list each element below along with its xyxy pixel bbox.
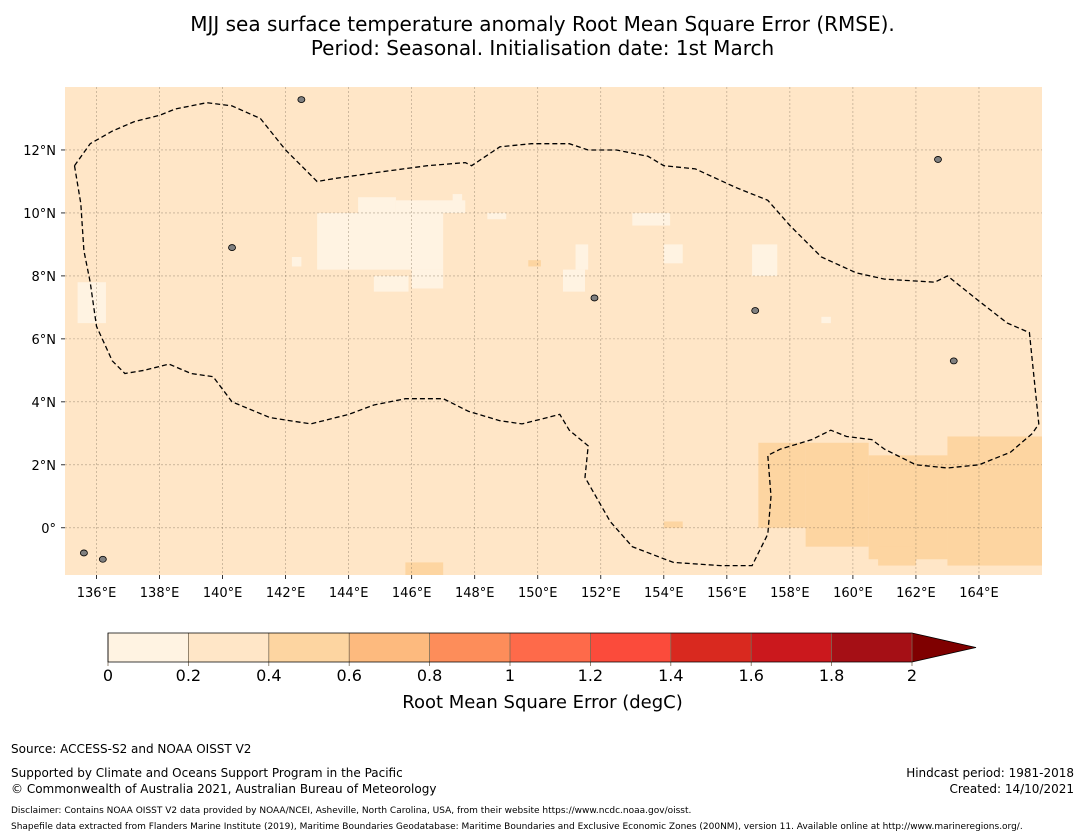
map-layer bbox=[65, 87, 1042, 575]
colorbar-extend-arrow bbox=[912, 633, 976, 662]
rmse-patch-0-0.2 bbox=[752, 244, 778, 276]
colorbar-tick-label: 0.4 bbox=[256, 666, 282, 685]
rmse-patch-0.4-0.6 bbox=[528, 260, 541, 267]
island bbox=[590, 294, 599, 302]
island bbox=[297, 96, 306, 103]
lon-tick-label: 162°E bbox=[896, 586, 936, 601]
colorbar-segment bbox=[188, 633, 269, 662]
rmse-patch-0-0.2 bbox=[411, 269, 444, 289]
copyright-text: © Commonwealth of Australia 2021, Austra… bbox=[11, 782, 437, 796]
colorbar-tick-label: 1 bbox=[504, 666, 516, 685]
rmse-patch-0-0.2 bbox=[317, 212, 444, 270]
rmse-patch-0-0.2 bbox=[395, 200, 466, 213]
rmse-patch-0-0.2 bbox=[821, 316, 831, 324]
rmse-patch-0-0.2 bbox=[373, 275, 409, 292]
colorbar-segment bbox=[670, 633, 752, 662]
colorbar-tick-label: 2 bbox=[906, 666, 918, 685]
lon-tick-label: 158°E bbox=[770, 586, 810, 601]
lat-tick-label: 0° bbox=[41, 522, 56, 537]
support-text: Supported by Climate and Oceans Support … bbox=[11, 766, 403, 780]
lat-tick-label: 4°N bbox=[32, 396, 57, 411]
source-text: Source: ACCESS-S2 and NOAA OISST V2 bbox=[11, 742, 252, 756]
lon-tick-label: 164°E bbox=[959, 586, 999, 601]
colorbar-tick-label: 0.6 bbox=[336, 666, 362, 685]
axis-ticks: 136°E 138°E 140°E 142°E 144°E 146°E 148°E 150°E… bbox=[23, 144, 999, 601]
rmse-patch-0-0.2 bbox=[487, 212, 507, 220]
lat-tick-label: 2°N bbox=[32, 459, 57, 474]
rmse-patch-0.4-0.6 bbox=[663, 521, 683, 528]
rmse-patch-0-0.2 bbox=[632, 212, 671, 226]
lon-tick-label: 144°E bbox=[329, 586, 369, 601]
colorbar-segment bbox=[108, 633, 189, 662]
shapefile-credit: Shapefile data extracted from Flanders M… bbox=[11, 822, 1023, 832]
island bbox=[751, 307, 760, 314]
chart-title-line1: MJJ sea surface temperature anomaly Root… bbox=[190, 12, 895, 36]
rmse-patch-0-0.2 bbox=[452, 194, 463, 207]
graticule bbox=[65, 87, 1042, 575]
hindcast-period: Hindcast period: 1981-2018 bbox=[906, 766, 1074, 780]
chart-title-line2: Period: Seasonal. Initialisation date: 1… bbox=[310, 36, 775, 60]
lat-tick-label: 10°N bbox=[23, 207, 56, 222]
colorbar-outline bbox=[107, 632, 977, 663]
rmse-patch-0-0.2 bbox=[77, 282, 106, 324]
colorbar-segment bbox=[751, 633, 832, 662]
lon-tick-label: 154°E bbox=[644, 586, 684, 601]
rmse-patch-0-0.2 bbox=[663, 244, 683, 264]
colorbar-tick-label: 0.8 bbox=[416, 666, 443, 685]
colorbar-segment bbox=[268, 633, 350, 662]
colorbar-segment bbox=[349, 633, 430, 662]
colorbar bbox=[107, 632, 977, 666]
created-date: Created: 14/10/2021 bbox=[949, 782, 1074, 796]
colorbar-label: Root Mean Square Error (degC) bbox=[402, 692, 683, 713]
island bbox=[949, 357, 958, 365]
colorbar-tick-label: 1.8 bbox=[818, 666, 845, 685]
lat-tick-label: 6°N bbox=[32, 333, 57, 348]
rmse-patch-0-0.2 bbox=[358, 197, 396, 213]
island bbox=[934, 156, 942, 163]
lon-tick-label: 160°E bbox=[833, 586, 873, 601]
lon-tick-label: 156°E bbox=[707, 586, 747, 601]
colorbar-tick-label: 1.4 bbox=[658, 666, 684, 685]
eez-boundary-line bbox=[73, 102, 1040, 567]
colorbar-tick-label: 1.6 bbox=[738, 666, 764, 685]
rmse-patch-0.4-0.6 bbox=[878, 546, 916, 566]
colorbar-tick-label: 0 bbox=[102, 666, 114, 685]
lat-tick-label: 8°N bbox=[32, 270, 57, 285]
rmse-patch-0.4-0.6 bbox=[805, 442, 869, 547]
eez-boundary-layer bbox=[73, 102, 1040, 567]
lon-tick-label: 150°E bbox=[518, 586, 558, 601]
rmse-patch-0.4-0.6 bbox=[947, 436, 1042, 566]
rmse-patch-0-0.2 bbox=[562, 269, 586, 292]
colorbar-segment bbox=[831, 633, 912, 662]
lon-tick-label: 142°E bbox=[266, 586, 306, 601]
colorbar-tick-label: 0.2 bbox=[175, 666, 202, 685]
island bbox=[80, 549, 88, 557]
rmse-patch-0.4-0.6 bbox=[868, 455, 948, 560]
colorbar-tick-label: 1.2 bbox=[577, 666, 604, 685]
disclaimer-text: Disclaimer: Contains NOAA OISST V2 data … bbox=[11, 806, 692, 816]
lon-tick-label: 140°E bbox=[203, 586, 243, 601]
lon-tick-label: 146°E bbox=[392, 586, 432, 601]
colorbar-segment bbox=[510, 633, 591, 662]
lon-tick-label: 136°E bbox=[77, 586, 117, 601]
island bbox=[98, 555, 107, 563]
rmse-patch-0-0.2 bbox=[291, 257, 302, 267]
lon-tick-label: 138°E bbox=[140, 586, 180, 601]
rmse-patch-0.4-0.6 bbox=[405, 562, 444, 575]
islands-layer bbox=[80, 96, 958, 563]
colorbar-segment bbox=[429, 633, 510, 662]
colorbar-segment bbox=[590, 633, 671, 662]
lon-tick-label: 148°E bbox=[455, 586, 495, 601]
island bbox=[228, 244, 236, 251]
rmse-patch-0-0.2 bbox=[575, 244, 589, 270]
lon-tick-label: 152°E bbox=[581, 586, 621, 601]
rmse-patch-0.4-0.6 bbox=[758, 442, 806, 528]
lat-tick-label: 12°N bbox=[23, 144, 56, 159]
